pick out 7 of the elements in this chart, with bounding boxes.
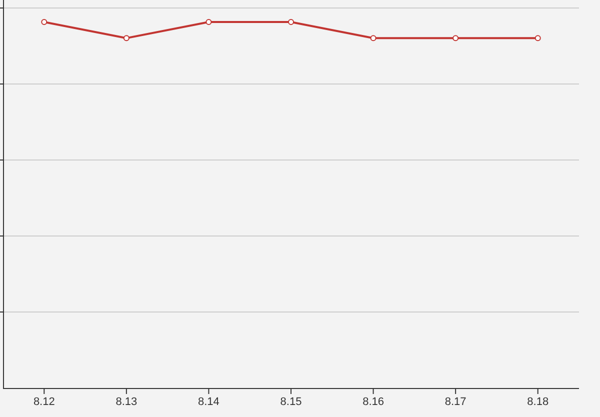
x-tick-label: 8.13 <box>116 396 138 408</box>
x-tick-label: 8.16 <box>362 396 384 408</box>
x-tick-label: 8.17 <box>444 396 466 408</box>
x-tick-label: 8.14 <box>198 396 220 408</box>
x-tick-label: 8.18 <box>527 396 549 408</box>
x-tick-label: 8.15 <box>280 396 302 408</box>
x-tick-label: 8.12 <box>33 396 55 408</box>
